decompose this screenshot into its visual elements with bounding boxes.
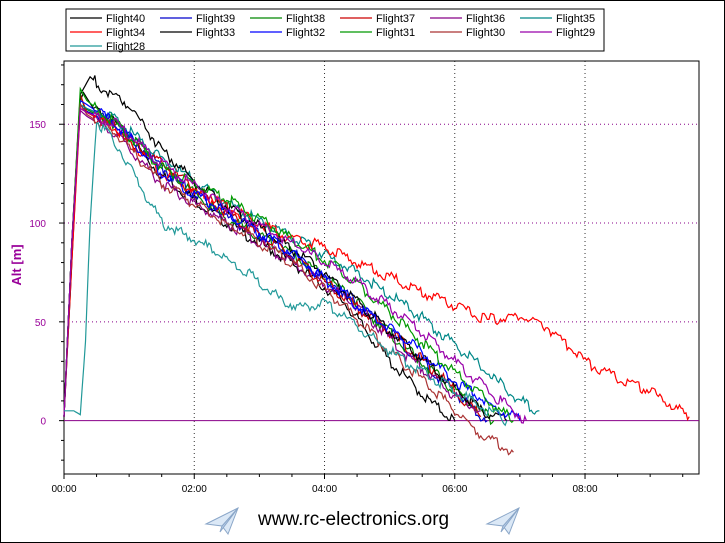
x-tick-label: 04:00 xyxy=(312,484,337,495)
x-tick-label: 02:00 xyxy=(182,484,207,495)
x-tick-label: 08:00 xyxy=(573,484,598,495)
plot-area xyxy=(63,60,700,475)
legend-label: Flight33 xyxy=(196,27,235,39)
paper-plane-icon xyxy=(485,506,520,536)
series-line-flight32 xyxy=(63,99,521,421)
legend-label: Flight28 xyxy=(106,41,145,53)
series-line-flight29 xyxy=(63,107,527,424)
series-line-flight34 xyxy=(63,107,690,422)
legend-label: Flight32 xyxy=(286,27,325,39)
series-line-flight35 xyxy=(63,103,540,417)
legend-label: Flight38 xyxy=(286,13,325,25)
y-tick-label: 50 xyxy=(35,318,47,329)
footer-url[interactable]: www.rc-electronics.org xyxy=(258,509,450,530)
legend-label: Flight29 xyxy=(556,27,595,39)
legend-label: Flight36 xyxy=(466,13,505,25)
series-line-flight36 xyxy=(63,109,481,417)
legend-label: Flight30 xyxy=(466,27,505,39)
legend-label: Flight37 xyxy=(376,13,415,25)
series-line-flight30 xyxy=(63,102,514,456)
y-axis-label: Alt [m] xyxy=(9,244,24,285)
y-tick-label: 100 xyxy=(29,219,46,230)
y-tick-label: 150 xyxy=(29,120,46,131)
legend-label: Flight39 xyxy=(196,13,235,25)
legend-label: Flight34 xyxy=(106,27,145,39)
grid xyxy=(64,61,699,474)
x-tick-label: 06:00 xyxy=(442,484,467,495)
paper-plane-icon xyxy=(204,506,239,536)
y-tick-label: 0 xyxy=(40,417,46,428)
series-line-flight28 xyxy=(64,122,508,427)
legend-label: Flight35 xyxy=(556,13,595,25)
legend: Flight40 Flight39 Flight38 Flight37 Flight36… xyxy=(65,8,605,53)
legend-label: Flight31 xyxy=(376,27,415,39)
series-layer xyxy=(63,75,690,456)
axes: 00:00 02:00 04:00 06:00 08:00 0 50 100 150 xyxy=(29,60,700,495)
legend-label: Flight40 xyxy=(106,13,145,25)
legend-box xyxy=(65,8,605,52)
series-line-flight33 xyxy=(63,75,508,422)
chart: 00:00 02:00 04:00 06:00 08:00 0 50 100 150 Fligh… xyxy=(9,8,700,495)
x-tick-label: 00:00 xyxy=(51,484,76,495)
series-line-flight31 xyxy=(63,86,514,424)
